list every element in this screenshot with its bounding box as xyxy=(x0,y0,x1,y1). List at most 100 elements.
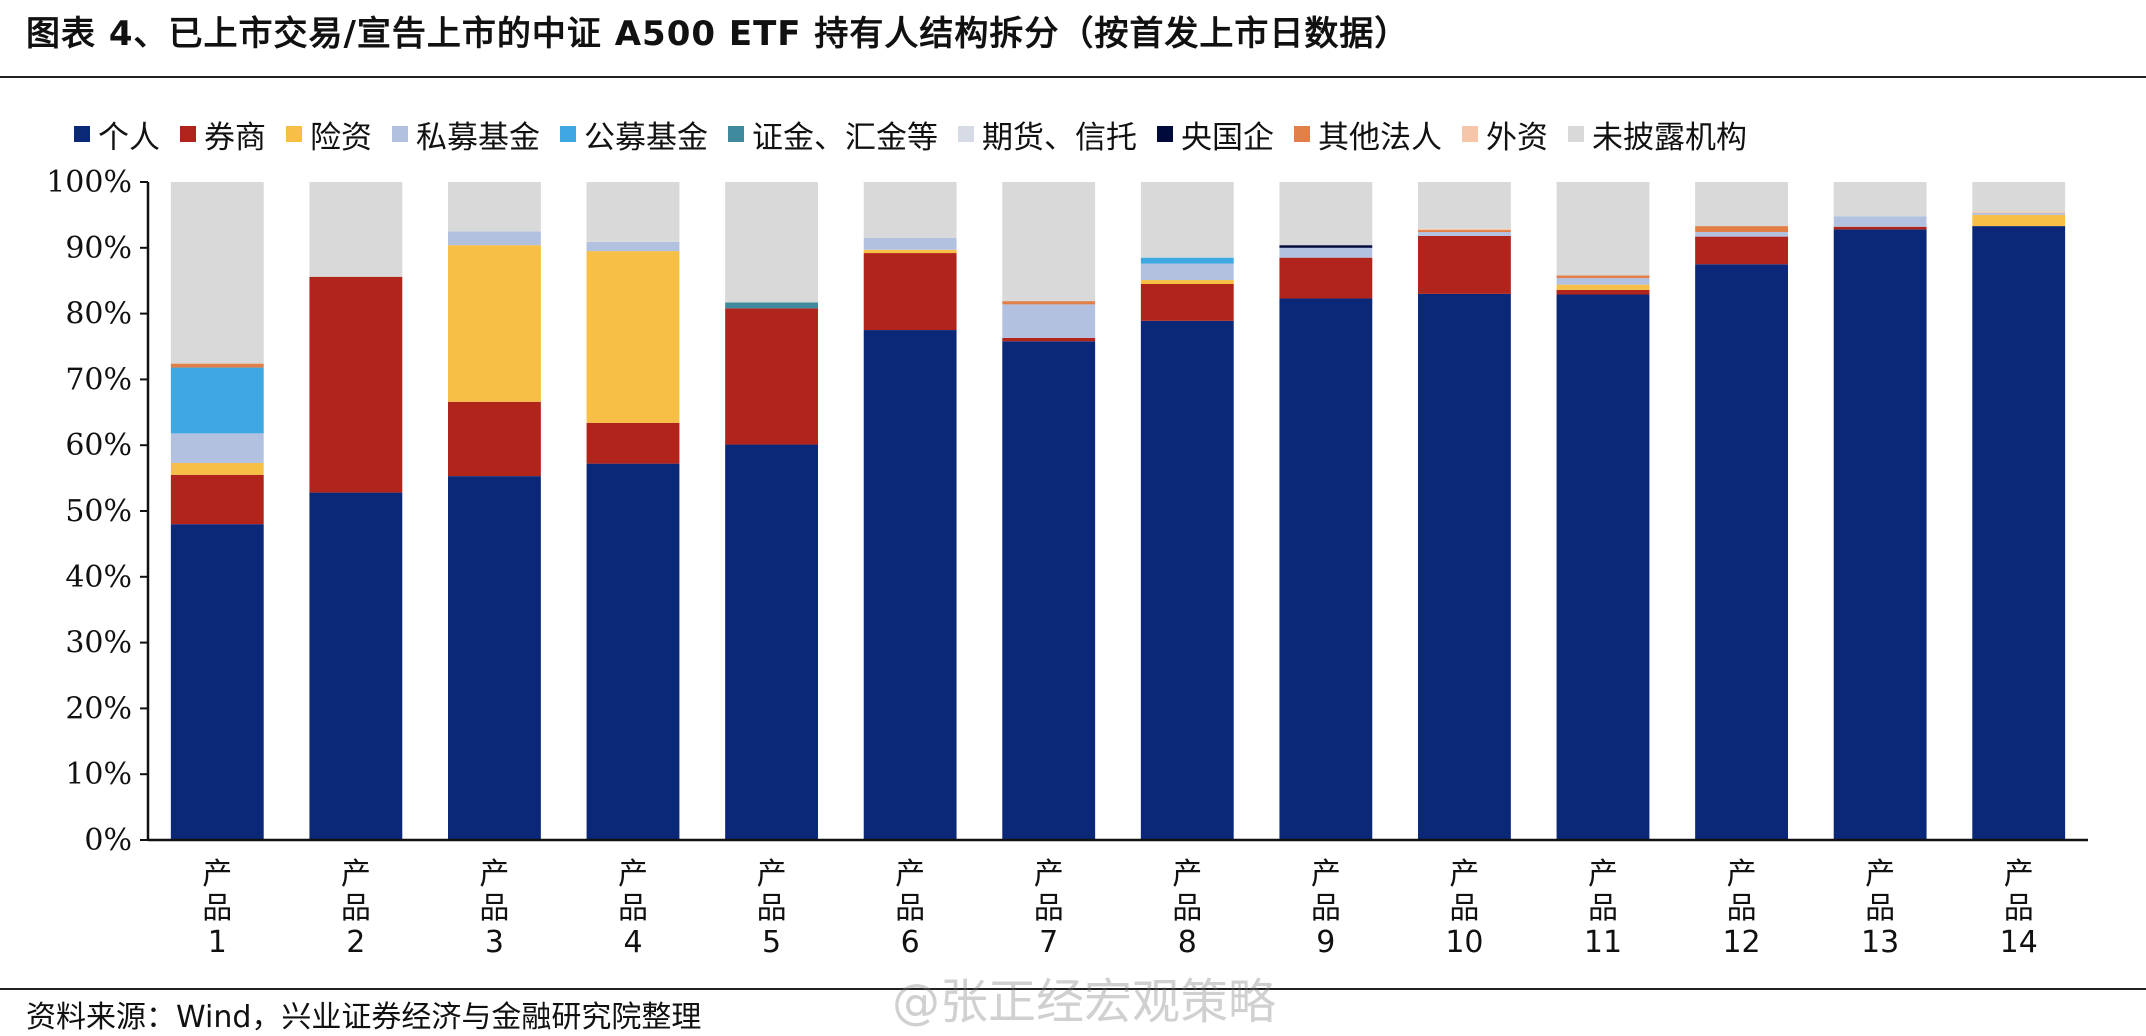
y-tick-label: 0% xyxy=(84,823,132,858)
y-tick-label: 60% xyxy=(65,428,132,463)
x-category-label: 产品 6 xyxy=(895,857,925,960)
bar-segment xyxy=(863,253,957,331)
x-category-label: 产品 4 xyxy=(618,857,648,960)
bar-segment xyxy=(309,182,403,277)
bar-segment xyxy=(1002,304,1096,338)
bar-segment xyxy=(1418,235,1511,294)
legend-swatch xyxy=(560,126,576,142)
bar-segment xyxy=(1695,232,1788,237)
bar-segment xyxy=(448,245,541,402)
y-tick-label: 30% xyxy=(65,626,132,661)
legend-swatch xyxy=(1157,126,1173,142)
bar-segment xyxy=(170,433,264,463)
bar-segment xyxy=(863,330,957,840)
x-category-label: 产品 2 xyxy=(341,857,371,960)
bar-segment xyxy=(586,422,680,464)
stacked-bar-chart: 0% 10% 20% 30% 40% 50% 60% 70% 80% 90% 100% 产品 1 产品 2 产… xyxy=(46,165,2088,960)
bar-segment xyxy=(1279,257,1373,299)
legend-item: 个人 xyxy=(74,112,160,157)
bar-segment xyxy=(448,476,541,840)
bar-segment xyxy=(1002,301,1096,305)
title-divider xyxy=(0,76,2146,78)
bar-segment xyxy=(725,182,818,303)
bar-segment xyxy=(170,474,264,525)
bar-segment xyxy=(309,276,403,493)
bar-segment xyxy=(1140,280,1234,284)
legend-label: 私募基金 xyxy=(416,119,540,156)
bar-segment xyxy=(725,444,818,840)
legend-label: 券商 xyxy=(204,119,266,156)
bar-segment xyxy=(309,492,403,840)
legend-label: 其他法人 xyxy=(1318,119,1442,156)
bar-segment xyxy=(1556,289,1650,295)
x-category-label: 产品 11 xyxy=(1584,857,1622,960)
bar-segment xyxy=(1972,226,2066,840)
y-tick-label: 90% xyxy=(65,231,132,266)
x-category-label: 产品 12 xyxy=(1722,857,1760,960)
bar-segment xyxy=(1279,298,1373,840)
legend-label: 个人 xyxy=(98,119,160,156)
bar-segment xyxy=(1556,278,1650,285)
source-divider xyxy=(0,988,2146,990)
bar-segment xyxy=(170,367,264,434)
bar-segment xyxy=(170,524,264,840)
bar-segment xyxy=(1833,182,1927,217)
bar-segment xyxy=(1418,182,1511,229)
bar-segment xyxy=(586,251,680,423)
legend-item: 证金、汇金等 xyxy=(728,112,938,157)
bar-segment xyxy=(170,182,264,364)
bar-segment xyxy=(448,401,541,477)
legend-label: 未披露机构 xyxy=(1592,119,1747,156)
bar-segment xyxy=(1140,320,1234,840)
x-category-label: 产品 7 xyxy=(1034,857,1064,960)
y-tick-label: 10% xyxy=(65,757,132,792)
bar-segment xyxy=(1556,284,1650,290)
legend-label: 外资 xyxy=(1486,119,1548,156)
legend-item: 公募基金 xyxy=(560,112,708,157)
bar-segment xyxy=(1418,228,1511,231)
bar-segment xyxy=(586,182,680,242)
y-tick-label: 50% xyxy=(65,494,132,529)
bar-segment xyxy=(1972,182,2066,212)
bar-segment xyxy=(1002,337,1096,342)
legend-swatch xyxy=(1462,126,1478,142)
bar-segment xyxy=(1556,294,1650,840)
bar-segment xyxy=(1556,275,1650,279)
legend-item: 私募基金 xyxy=(392,112,540,157)
x-category-label: 产品 14 xyxy=(2000,857,2038,960)
bar-segment xyxy=(1140,182,1234,258)
y-tick-label: 70% xyxy=(65,362,132,397)
bar-segment xyxy=(1833,226,1927,230)
bar-segment xyxy=(863,249,957,254)
bar-segment xyxy=(1972,211,2066,213)
bar-segment xyxy=(448,231,541,246)
bar-segment xyxy=(1279,247,1373,258)
y-tick-label: 80% xyxy=(65,297,132,332)
bar-segment xyxy=(1695,226,1788,233)
x-category-label: 产品 5 xyxy=(757,857,787,960)
bar-segment xyxy=(1002,182,1096,302)
legend-item: 未披露机构 xyxy=(1568,112,1747,157)
bar-segment xyxy=(448,182,541,232)
bar-segment xyxy=(586,463,680,840)
legend-label: 央国企 xyxy=(1181,119,1274,156)
legend-label: 期货、信托 xyxy=(982,119,1137,156)
bar-segment xyxy=(1002,341,1096,840)
x-category-label: 产品 10 xyxy=(1445,857,1483,960)
bar-segment xyxy=(1140,283,1234,321)
figure-title: 图表 4、已上市交易/宣告上市的中证 A500 ETF 持有人结构拆分（按首发上… xyxy=(26,14,1410,54)
x-category-label: 产品 1 xyxy=(202,857,232,960)
legend-item: 央国企 xyxy=(1157,112,1274,157)
bar-segment xyxy=(1418,232,1511,236)
bar-segment xyxy=(863,237,957,250)
bar-segment xyxy=(1140,257,1234,264)
legend-item: 外资 xyxy=(1462,112,1548,157)
legend-swatch xyxy=(1568,126,1584,142)
bar-segment xyxy=(1695,264,1788,840)
legend-label: 证金、汇金等 xyxy=(752,119,938,156)
bar-segment xyxy=(1972,212,2066,215)
bar-segment xyxy=(170,462,264,475)
legend-swatch xyxy=(958,126,974,142)
x-category-label: 产品 13 xyxy=(1861,857,1899,960)
legend-swatch xyxy=(728,126,744,142)
